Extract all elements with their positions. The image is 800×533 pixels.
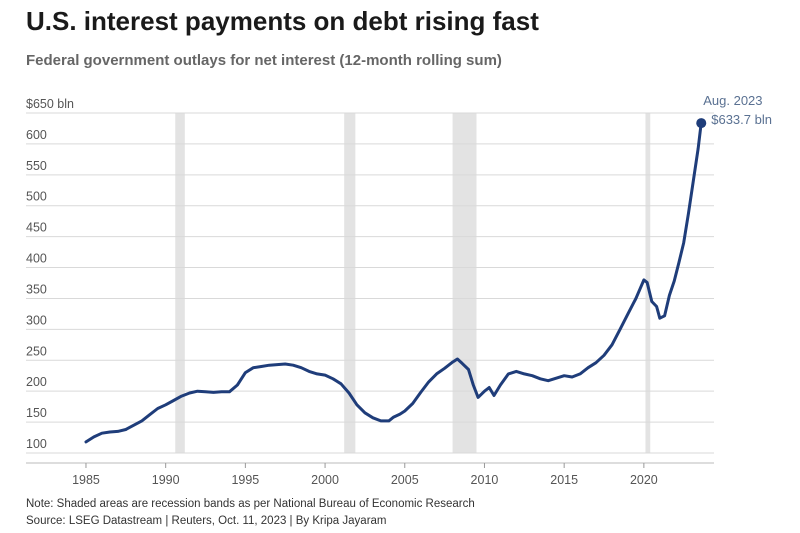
annotation-date: Aug. 2023 <box>703 93 762 108</box>
y-tick-label-350: 350 <box>26 282 47 296</box>
y-tick-label-300: 300 <box>26 313 47 327</box>
x-tick-label-1985: 1985 <box>72 473 100 487</box>
recession-band-0 <box>175 113 185 453</box>
y-tick-labels: 100 150 200 250 300 350 400 450 500 550 600 $650 bl… <box>26 97 74 451</box>
x-tick-label-2010: 2010 <box>471 473 499 487</box>
grid-lines <box>26 112 714 454</box>
x-tick-label-1995: 1995 <box>231 473 259 487</box>
y-tick-label-150: 150 <box>26 406 47 420</box>
x-tick-labels: 1985 1990 1995 2000 2005 2010 2015 2020 <box>26 462 714 487</box>
y-tick-label-100: 100 <box>26 437 47 451</box>
recession-band-1 <box>344 113 356 453</box>
end-point-marker <box>696 118 707 129</box>
y-tick-label-550: 550 <box>26 159 47 173</box>
y-tick-label-200: 200 <box>26 375 47 389</box>
y-tick-label-500: 500 <box>26 190 47 204</box>
x-tick-label-2015: 2015 <box>550 473 578 487</box>
y-tick-label-250: 250 <box>26 344 47 358</box>
x-tick-label-2000: 2000 <box>311 473 339 487</box>
y-tick-label-600: 600 <box>26 128 47 142</box>
chart-title: U.S. interest payments on debt rising fa… <box>26 6 539 36</box>
footnote: Note: Shaded areas are recession bands a… <box>26 498 475 510</box>
x-tick-label-2005: 2005 <box>391 473 419 487</box>
x-tick-label-2020: 2020 <box>630 473 658 487</box>
source-credit: Source: LSEG Datastream | Reuters, Oct. … <box>26 515 387 527</box>
recession-band-2 <box>452 113 477 453</box>
series-layer <box>84 121 703 444</box>
annotation-layer: Aug. 2023 $633.7 bln <box>696 93 772 129</box>
line-chart: 100 150 200 250 300 350 400 450 500 550 600 $650 bl… <box>26 93 772 487</box>
series-line-0 <box>84 121 703 444</box>
annotation-value: $633.7 bln <box>711 112 772 127</box>
y-tick-label-650: $650 bln <box>26 97 74 111</box>
y-tick-label-400: 400 <box>26 252 47 266</box>
y-tick-label-450: 450 <box>26 221 47 235</box>
x-tick-label-1990: 1990 <box>152 473 180 487</box>
chart-subtitle: Federal government outlays for net inter… <box>26 52 502 69</box>
